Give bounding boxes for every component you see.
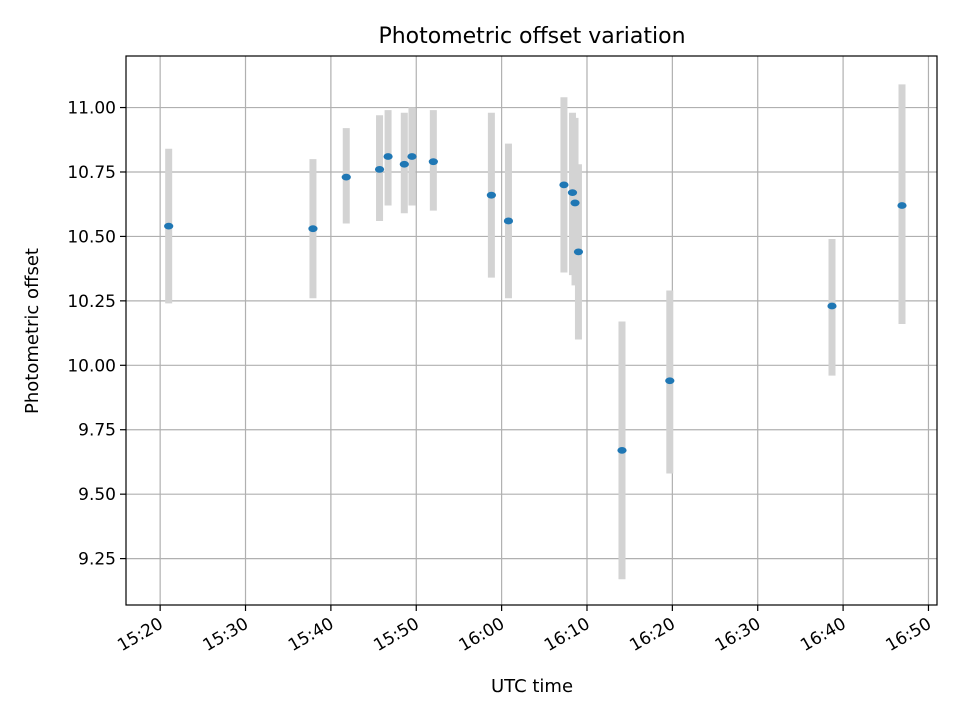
x-tick-label: 16:00 (456, 614, 508, 656)
x-tick-label: 16:40 (797, 614, 849, 656)
x-axis-label: UTC time (491, 676, 573, 697)
y-tick-label: 10.00 (67, 356, 116, 376)
x-axis-ticks: 15:20 15:30 15:40 15:50 16:00 16:10 16:20 16:30… (114, 605, 935, 656)
data-point (503, 217, 514, 225)
y-tick-label: 9.25 (78, 550, 116, 570)
x-tick-label: 15:40 (285, 614, 337, 656)
y-tick-label: 9.75 (78, 421, 116, 441)
data-point (341, 173, 351, 181)
data-point (665, 377, 675, 385)
data-point (164, 222, 174, 230)
x-tick-label: 16:20 (626, 614, 678, 656)
y-tick-label: 10.75 (67, 163, 116, 183)
data-point (486, 191, 496, 199)
x-tick-label: 16:50 (883, 614, 935, 656)
plot-frame (125, 55, 938, 606)
y-tick-label: 10.25 (67, 292, 116, 312)
data-point (559, 181, 569, 189)
y-axis-label: Photometric offset (22, 248, 43, 414)
data-point (308, 225, 318, 233)
y-tick-label: 9.50 (78, 485, 116, 505)
data-point (827, 302, 837, 310)
x-tick-label: 15:50 (370, 614, 422, 656)
data-point (399, 160, 409, 168)
data-point (617, 446, 627, 454)
x-tick-label: 16:10 (541, 614, 593, 656)
x-tick-label: 15:30 (200, 614, 252, 656)
x-tick-label: 15:20 (114, 614, 166, 656)
x-tick-label: 16:30 (712, 614, 764, 656)
grid (126, 56, 937, 605)
data-point (374, 166, 385, 173)
data-point (407, 153, 417, 160)
data-point (383, 153, 393, 160)
data-point (567, 189, 578, 197)
errorbars (165, 84, 906, 580)
data-point (428, 158, 438, 166)
chart-title: Photometric offset variation (378, 24, 685, 49)
y-tick-label: 10.50 (67, 227, 116, 247)
y-tick-label: 11.00 (67, 99, 116, 119)
data-point (573, 248, 584, 256)
y-axis-ticks: 9.25 9.50 9.75 10.00 10.25 10.50 10.75 11.00 (67, 99, 126, 570)
data-point (570, 199, 580, 207)
data-point (897, 202, 907, 209)
data-points (164, 153, 907, 454)
